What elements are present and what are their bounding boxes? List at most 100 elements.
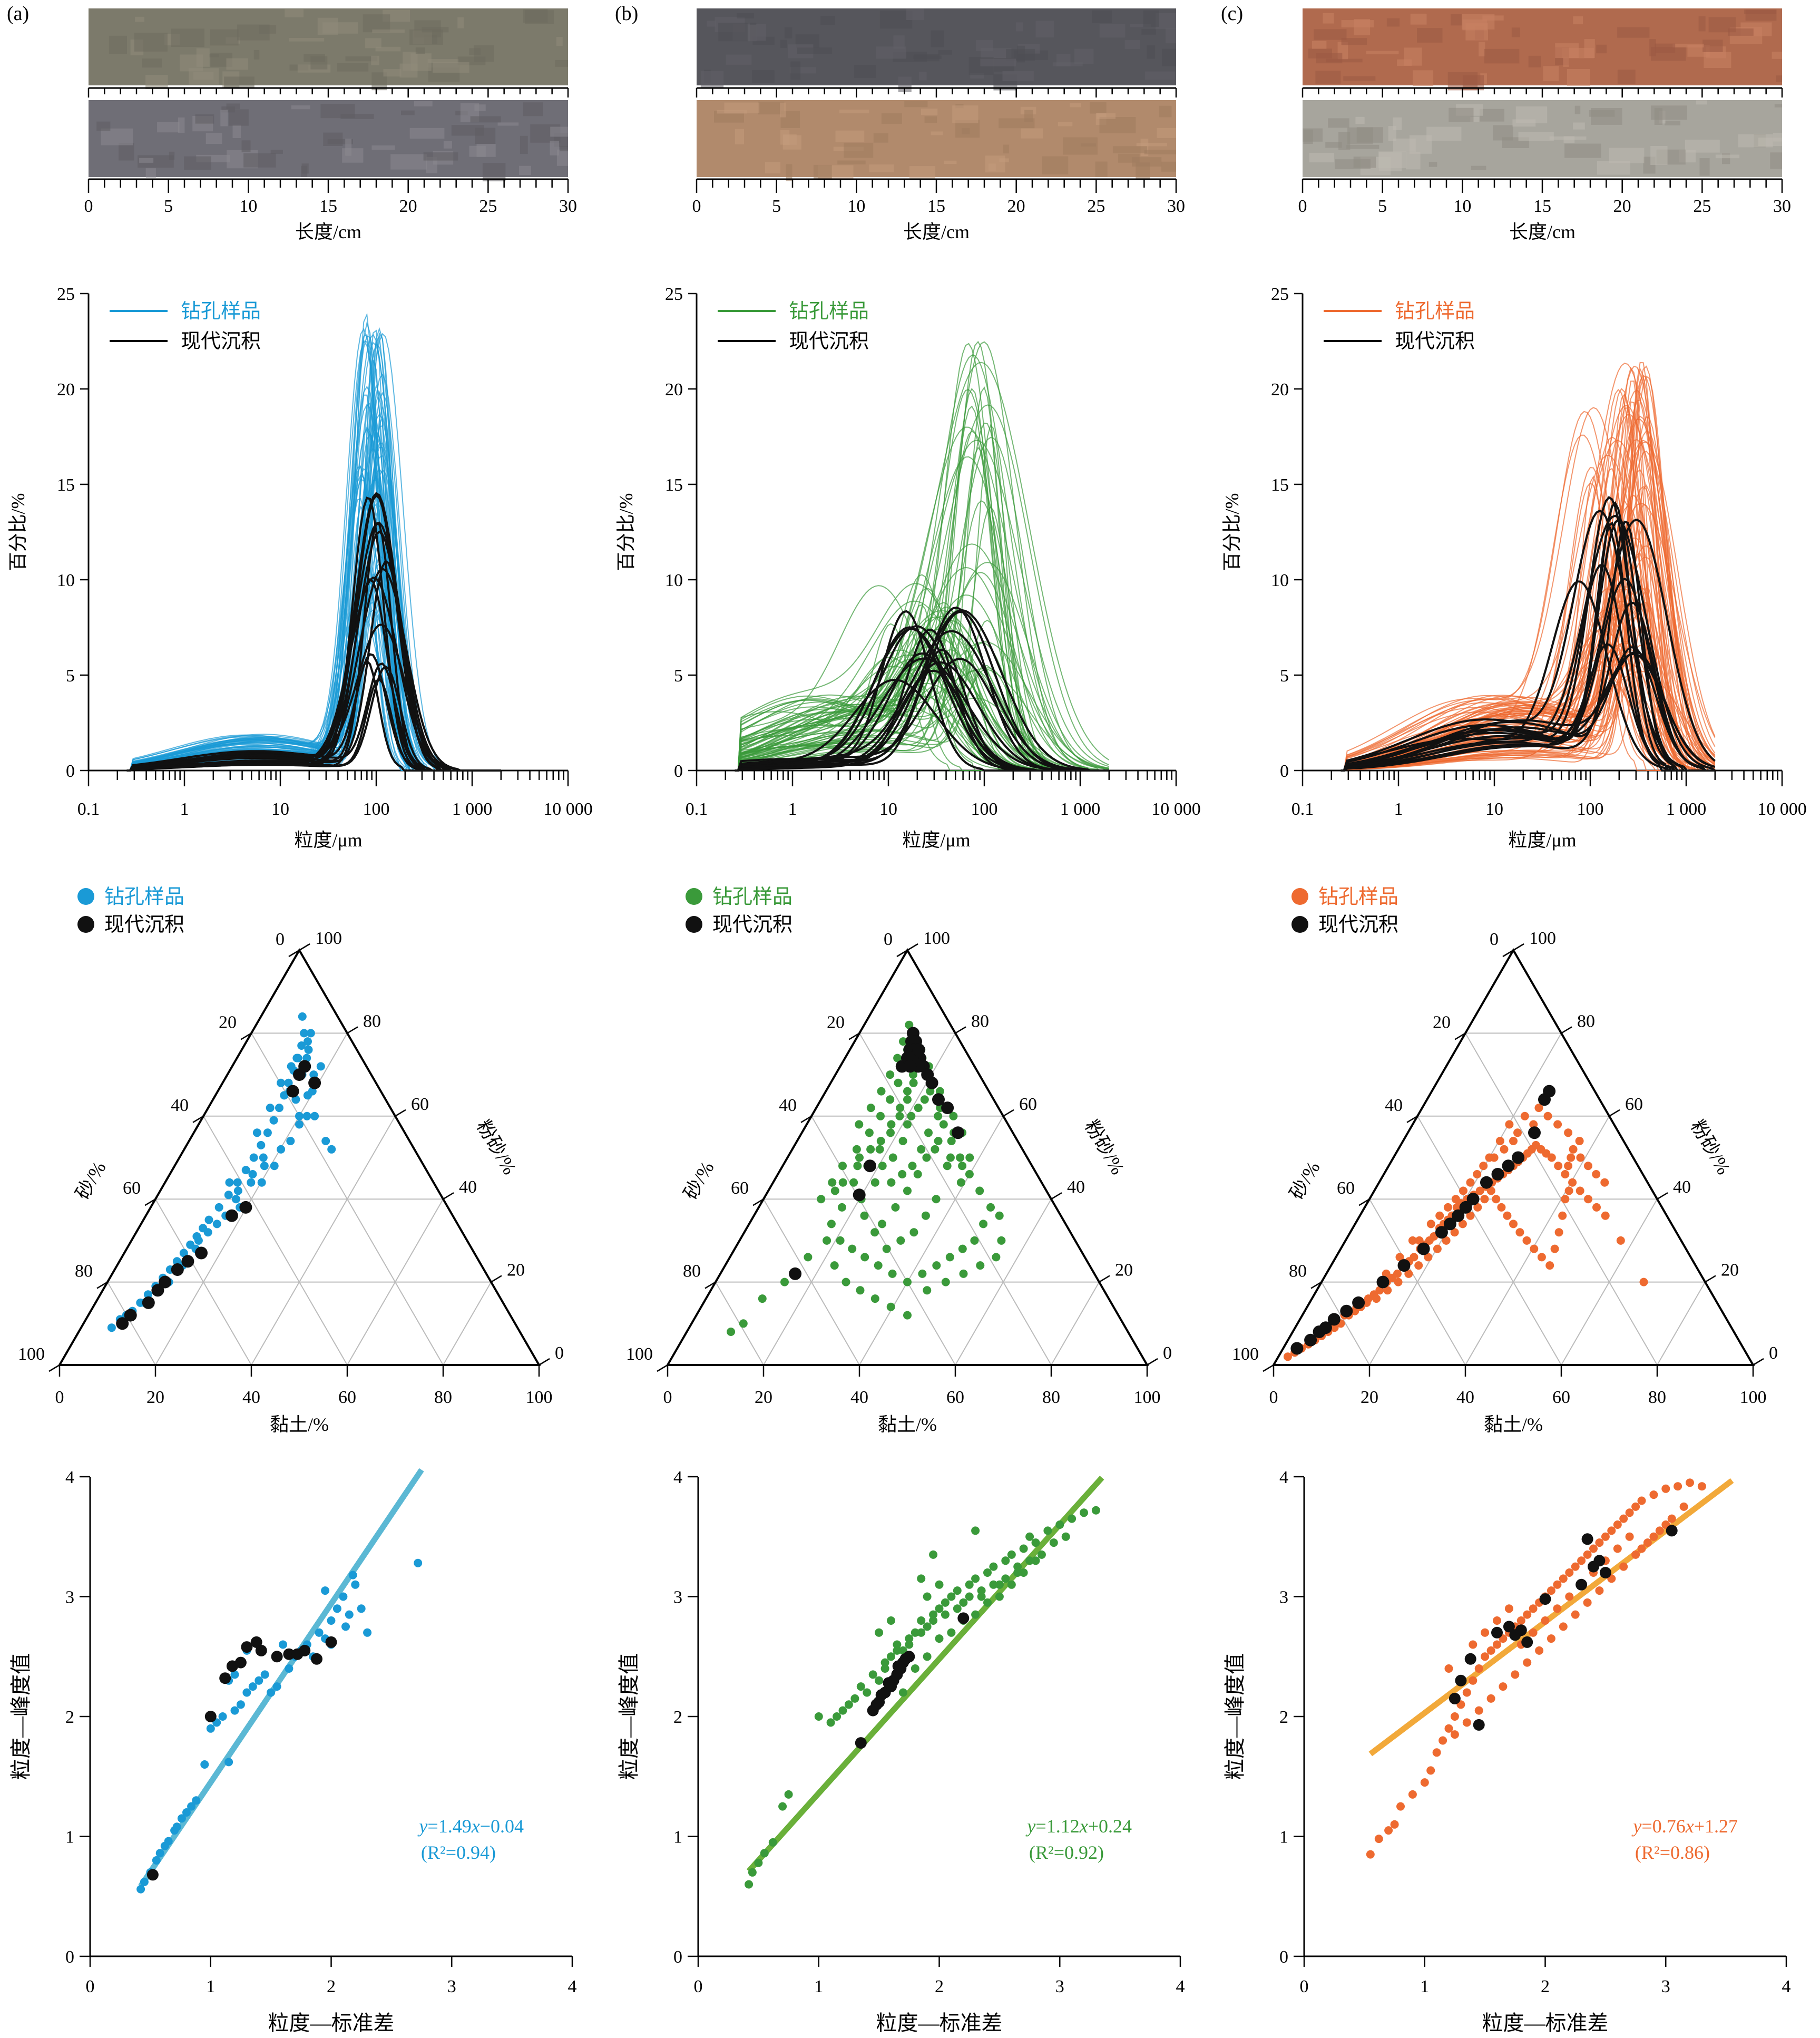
ruler-tick-label: 10 — [1453, 197, 1471, 216]
scatter-point-borehole — [172, 1822, 181, 1831]
scatter-y-tick-label: 0 — [1279, 1947, 1288, 1967]
scatter-point-borehole — [893, 1646, 902, 1655]
ternary-grid-line — [1321, 1282, 1370, 1366]
scatter-point-borehole — [1019, 1568, 1028, 1577]
scatter-point-borehole — [1408, 1790, 1417, 1799]
scatter-point-borehole — [977, 1592, 986, 1601]
scatter-x-tick-label: 2 — [1541, 1977, 1550, 1996]
ternary-point-borehole — [1592, 1203, 1601, 1212]
core-photo-texture — [780, 102, 786, 118]
gsd-borehole-curve — [126, 333, 501, 771]
core-photo-texture — [1021, 128, 1043, 139]
ternary-legend-dot-modern — [1291, 916, 1308, 933]
ternary-point-borehole — [932, 1261, 941, 1270]
ternary-point-borehole — [1414, 1261, 1423, 1270]
core-photo-texture — [1124, 40, 1141, 50]
ternary-point-borehole — [1443, 1203, 1452, 1212]
ternary-left-tick-label: 60 — [731, 1178, 749, 1198]
scatter-point-borehole — [1631, 1502, 1640, 1511]
ternary-legend-dot-borehole — [77, 888, 94, 905]
ternary-point-borehole — [909, 1228, 918, 1237]
core-photo-texture — [145, 168, 156, 178]
core-photo-texture — [371, 145, 395, 150]
ternary-point-borehole — [1522, 1236, 1531, 1245]
core-photo-texture — [1147, 45, 1156, 59]
ternary-left-tick — [192, 1115, 204, 1123]
ternary-point-borehole — [956, 1178, 965, 1187]
gsd-modern-curve — [1340, 519, 1716, 772]
core-photo-texture — [1470, 117, 1480, 122]
scatter-point-borehole — [1374, 1835, 1383, 1844]
ternary-right-tick — [1051, 1192, 1062, 1200]
ternary-point-borehole — [248, 1170, 257, 1178]
core-photo-texture — [469, 145, 486, 157]
gsd-borehole-curve — [735, 697, 1109, 771]
gsd-borehole-curve — [126, 503, 501, 771]
core-photo-texture — [289, 38, 325, 42]
scatter-point-borehole — [1595, 1538, 1604, 1547]
ternary-point-borehole — [257, 1178, 266, 1187]
core-photo-texture — [423, 152, 458, 161]
ternary-grid-line — [1417, 1116, 1562, 1366]
core-photo-texture — [1132, 157, 1162, 167]
ternary-point-borehole — [875, 1145, 884, 1154]
scatter-x-tick-label: 1 — [814, 1977, 823, 1996]
core-photo-texture — [1685, 140, 1720, 153]
ternary-point-borehole — [1564, 1128, 1573, 1137]
core-photo-texture — [145, 75, 168, 89]
equation-x: x — [1079, 1816, 1088, 1837]
ternary-point-borehole — [853, 1162, 862, 1171]
scatter-y-tick-label: 1 — [673, 1828, 682, 1847]
ternary-left-axis-label: 砂/% — [1286, 1158, 1324, 1203]
ternary-point-borehole — [179, 1249, 188, 1257]
ternary-point-borehole — [1569, 1145, 1578, 1154]
core-photo-texture — [1745, 9, 1777, 21]
ternary-left-tick-label: 0 — [276, 930, 285, 949]
ternary-left-tick-label: 40 — [779, 1096, 797, 1115]
scatter-point-modern — [250, 1636, 262, 1648]
core-photo-texture — [835, 130, 865, 142]
ternary-point-borehole — [870, 1178, 879, 1187]
core-photo-texture — [101, 128, 133, 145]
ternary-point-borehole — [959, 1269, 968, 1278]
core-photo-texture — [1518, 132, 1554, 141]
ternary-grid-line — [107, 1282, 156, 1366]
core-photo-texture — [844, 142, 874, 158]
ternary-bottom-tick-label: 0 — [1269, 1388, 1278, 1407]
core-photo-texture — [317, 17, 338, 35]
scatter-point-borehole — [341, 1622, 350, 1631]
ternary-point-borehole — [876, 1137, 885, 1145]
ternary-legend-modern: 现代沉积 — [712, 914, 792, 936]
ternary-legend-borehole: 钻孔样品 — [1318, 886, 1398, 908]
scatter-point-borehole — [339, 1592, 348, 1601]
equation-y: y — [1631, 1816, 1641, 1837]
core-photo-texture — [1143, 10, 1159, 27]
ternary-point-borehole — [1415, 1236, 1424, 1245]
gsd-borehole-curve — [126, 413, 501, 771]
scatter-point-borehole — [1529, 1604, 1538, 1613]
ternary-legend-dot-modern — [686, 916, 702, 933]
scatter-xlabel: 粒度—标准差 — [1482, 2011, 1609, 2035]
ternary-point-modern — [1491, 1168, 1504, 1181]
core-photo-texture — [285, 9, 304, 17]
scatter-point-borehole — [1511, 1670, 1520, 1679]
scatter-point-borehole — [218, 1712, 227, 1721]
core-photo-texture — [1417, 28, 1443, 43]
scatter-point-modern — [1539, 1593, 1551, 1605]
ternary-grid-line — [1369, 1198, 1466, 1366]
ternary-point-borehole — [865, 1128, 874, 1137]
core-photo-texture — [873, 133, 888, 143]
ternary-point-borehole — [1394, 1278, 1403, 1286]
core-photo-texture — [184, 156, 211, 170]
ternary-point-borehole — [1553, 1120, 1562, 1129]
gsd-borehole-curve — [126, 415, 501, 771]
core-photo-texture — [1090, 102, 1107, 114]
ternary-point-modern — [142, 1296, 155, 1309]
ternary-point-borehole — [886, 1095, 895, 1104]
scatter-point-borehole — [187, 1802, 196, 1811]
ternary-point-borehole — [836, 1236, 845, 1245]
scatter-point-borehole — [935, 1634, 944, 1643]
scatter-point-borehole — [898, 1688, 907, 1697]
gsd-borehole-curve — [735, 362, 1110, 771]
scatter-chart: 0 1 2 3 4 0 1 2 3 4 粒度—标准差 粒度—峰度值 y=1.49x−0.04 (R²=0.… — [9, 1468, 577, 2035]
